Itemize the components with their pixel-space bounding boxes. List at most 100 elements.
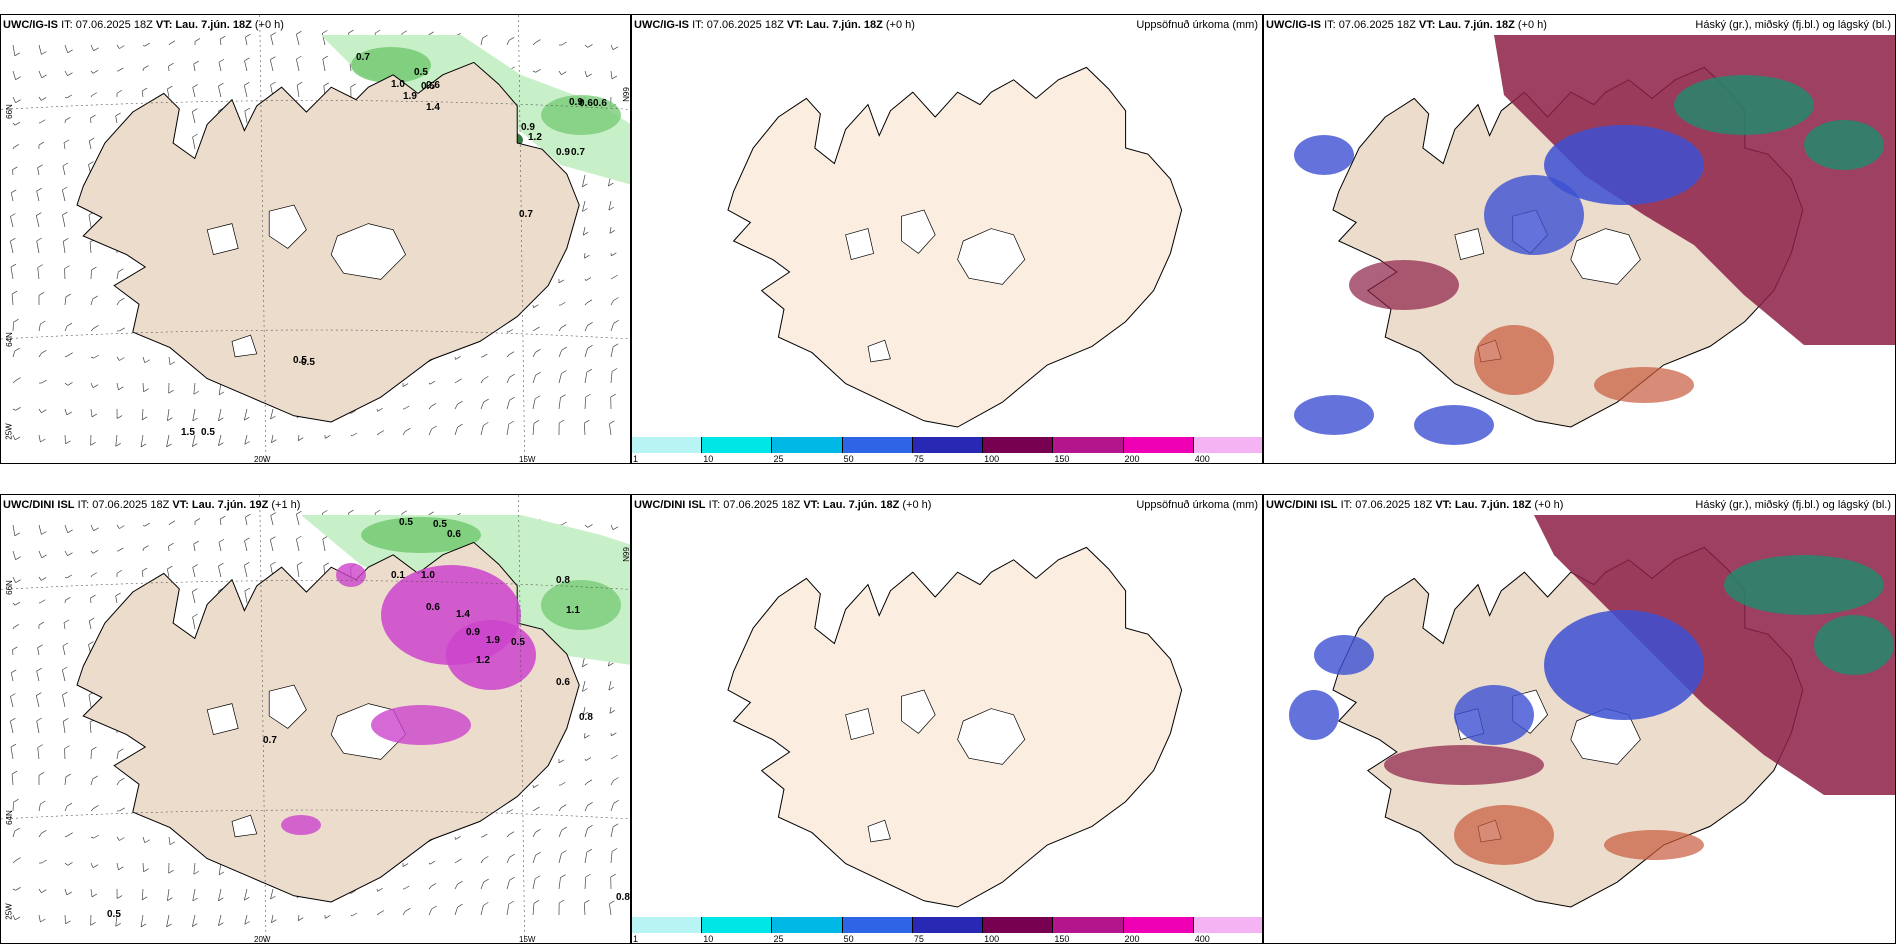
wind-barb xyxy=(506,834,510,838)
wind-barb xyxy=(610,371,613,384)
wind-barb xyxy=(270,888,274,900)
glacier-outline xyxy=(206,223,239,256)
wind-barb xyxy=(218,538,225,543)
wind-barb xyxy=(582,680,586,692)
wind-barb xyxy=(244,416,250,421)
wind-barb xyxy=(534,326,540,331)
wind-barb xyxy=(10,717,16,722)
wind-barb xyxy=(532,398,536,410)
wind-barb xyxy=(38,434,41,443)
wind-barb xyxy=(506,880,510,890)
wind-barb xyxy=(455,356,461,360)
wind-barb xyxy=(376,408,378,412)
wind-barb xyxy=(483,902,489,906)
wind-barb xyxy=(167,888,170,901)
wind-barb xyxy=(404,885,410,890)
cloud-cover-map xyxy=(1289,515,1895,908)
wind-barb xyxy=(12,434,16,441)
colorbar-tick-label: 1 xyxy=(633,454,639,464)
wind-barb xyxy=(192,588,198,592)
wind-barb xyxy=(12,627,15,630)
wind-barb xyxy=(558,279,565,284)
wind-barb xyxy=(244,107,251,112)
precip-area-mid xyxy=(351,47,431,83)
high-cloud-area xyxy=(1814,615,1894,675)
wind-barb xyxy=(64,862,68,866)
wind-barb xyxy=(506,400,510,410)
wind-barb xyxy=(506,810,509,813)
precip-area-magenta xyxy=(281,815,321,835)
wind-barb xyxy=(612,823,619,828)
colorbar-bin xyxy=(1193,437,1262,453)
precip-value-label: 1.4 xyxy=(426,102,440,113)
wind-barb xyxy=(192,443,198,447)
wind-barb xyxy=(192,616,196,630)
wind-barb xyxy=(91,572,98,576)
wind-barb xyxy=(428,428,432,436)
wind-barb xyxy=(428,31,434,36)
wind-barb xyxy=(533,784,539,788)
wind-barb xyxy=(506,330,509,333)
wind-barb xyxy=(41,409,47,413)
wind-barb xyxy=(532,855,537,864)
wind-barb xyxy=(38,550,43,558)
wind-barb xyxy=(296,55,302,60)
wind-barb xyxy=(36,191,40,202)
wind-barb xyxy=(166,568,170,578)
graticule-lon-20 xyxy=(259,15,267,463)
wind-barb xyxy=(14,52,21,57)
wind-barb xyxy=(532,42,536,46)
wind-barb xyxy=(91,413,98,418)
precip-value-label: 0.9 xyxy=(466,627,480,638)
wind-barb xyxy=(271,439,277,443)
wind-barb xyxy=(38,772,45,776)
wind-barb xyxy=(92,70,99,74)
mid-cloud-area xyxy=(1349,260,1459,310)
wind-barb xyxy=(37,264,43,268)
wind-barb xyxy=(351,432,358,437)
wind-barb xyxy=(41,379,47,384)
wind-barb xyxy=(609,226,612,234)
wind-barb xyxy=(583,423,586,436)
wind-barb xyxy=(192,564,198,568)
wind-barb xyxy=(219,515,226,520)
iceland-landmass xyxy=(727,66,1183,428)
wind-barb xyxy=(558,807,562,812)
iceland-landmass xyxy=(76,61,580,423)
wind-barb xyxy=(612,46,619,51)
wind-barb xyxy=(584,732,586,739)
wind-barb xyxy=(116,300,120,306)
lon-label-15: 15W xyxy=(519,935,536,944)
wind-barb xyxy=(168,542,174,547)
wind-barb xyxy=(12,169,14,176)
wind-barb xyxy=(63,622,66,630)
wind-barb xyxy=(244,537,250,542)
wind-barb xyxy=(36,671,40,682)
wind-barb xyxy=(67,862,73,866)
wind-barb xyxy=(609,229,616,234)
wind-barb xyxy=(10,192,14,202)
wind-barb xyxy=(63,139,70,144)
precip-value-label: 0.6 xyxy=(426,80,440,91)
wind-barb xyxy=(41,350,47,354)
wind-barb xyxy=(88,695,92,708)
wind-barb xyxy=(609,903,612,916)
wind-barb xyxy=(350,83,356,88)
wind-barb xyxy=(561,521,567,526)
wind-barb xyxy=(168,523,171,526)
wind-barb xyxy=(480,905,484,916)
wind-barb xyxy=(169,40,176,45)
wind-barb xyxy=(428,886,432,890)
wind-barb xyxy=(15,76,21,80)
panel-title: UWC/DINI ISL IT: 07.06.2025 18Z VT: Lau.… xyxy=(3,499,301,511)
precip-value-label: 0.6 xyxy=(426,602,440,613)
wind-barb xyxy=(535,851,541,856)
wind-barb xyxy=(90,95,93,98)
wind-barb xyxy=(457,903,463,908)
wind-barb xyxy=(10,216,14,228)
wind-barb xyxy=(613,777,619,781)
wind-barb xyxy=(558,373,562,384)
wind-barb xyxy=(454,381,457,384)
wind-barb xyxy=(584,524,588,528)
graticule xyxy=(1,15,630,463)
